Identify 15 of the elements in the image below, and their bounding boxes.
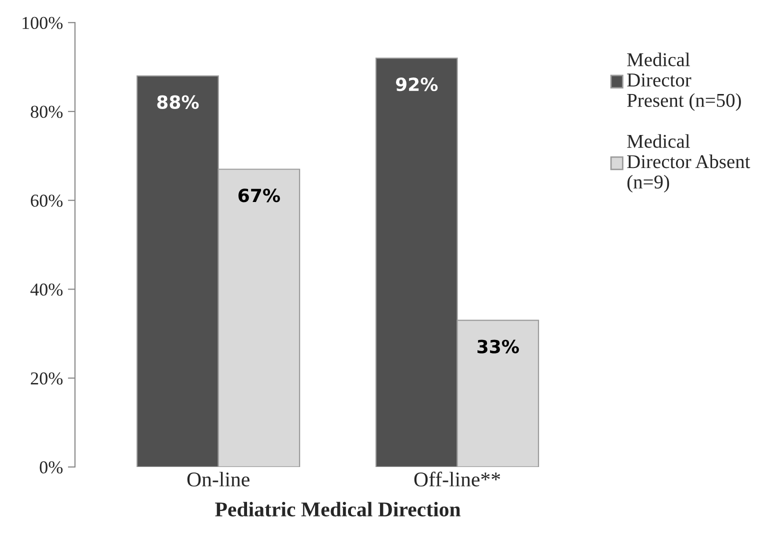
y-tick-label: 100% — [22, 16, 63, 30]
data-label: 33% — [477, 340, 519, 354]
x-tick-label: Off-line** — [414, 472, 500, 487]
x-axis-title: Pediatric Medical Direction — [215, 502, 461, 517]
y-tick-label: 20% — [30, 372, 63, 385]
data-label: 88% — [157, 95, 199, 109]
legend-label: Medical Director Present (n=50) — [627, 52, 741, 111]
x-tick-label: On-line — [187, 472, 250, 487]
y-tick-label: 40% — [30, 283, 63, 296]
y-tick-label: 80% — [30, 106, 63, 118]
data-label: 67% — [238, 188, 280, 202]
y-tick-label: 60% — [30, 194, 63, 207]
legend-label: Medical Director Absent (n=9) — [627, 134, 750, 193]
y-tick-label: 0% — [40, 461, 63, 474]
data-label: 92% — [396, 78, 438, 92]
